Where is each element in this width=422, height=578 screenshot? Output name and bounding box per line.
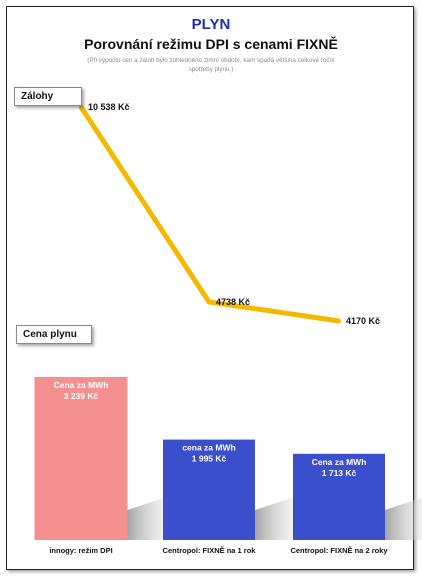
line-point-label: 4170 Kč — [346, 316, 380, 326]
bar-caption: Cena za MWh — [312, 457, 367, 467]
bar-caption: Cena za MWh — [54, 380, 109, 390]
bar-value-label: 1 713 Kč — [322, 468, 357, 478]
bar-section-label: Cena plynu — [16, 325, 92, 344]
bar-shadow — [385, 497, 422, 540]
line-point — [207, 299, 211, 304]
bar — [293, 453, 385, 540]
category-label: Centropol: FIXNĚ na 1 rok — [163, 546, 257, 555]
category-label: Centropol: FIXNĚ na 2 roky — [290, 546, 388, 555]
category-label: innogy: režim DPI — [49, 546, 112, 555]
bar-shadow — [255, 496, 297, 540]
bar-caption: cena za MWh — [182, 443, 235, 453]
line-point — [337, 319, 341, 323]
bar-value-label: 3 239 Kč — [64, 391, 99, 401]
chart-note-line1: (Při výpočtu cen a záloh bylo zohledněno… — [87, 57, 335, 64]
bar — [34, 377, 128, 540]
bar-shadow — [127, 496, 170, 540]
category-title: PLYN — [192, 16, 231, 33]
chart-note-line2: spotřeby plynu.) — [189, 66, 234, 73]
line-point-label: 10 538 Kč — [88, 102, 130, 112]
bar-value-label: 1 995 Kč — [192, 454, 227, 464]
bar — [163, 439, 255, 540]
line-chart: 10 538 Kč 4738 Kč 4170 Kč — [78, 102, 380, 326]
line-series-zalohy — [78, 105, 340, 324]
line-section-label: Zálohy — [14, 87, 82, 106]
line-point — [79, 105, 83, 109]
chart-title: Porovnání režimu DPI s cenami FIXNĚ — [84, 35, 338, 52]
line-point-label: 4738 Kč — [216, 297, 250, 307]
